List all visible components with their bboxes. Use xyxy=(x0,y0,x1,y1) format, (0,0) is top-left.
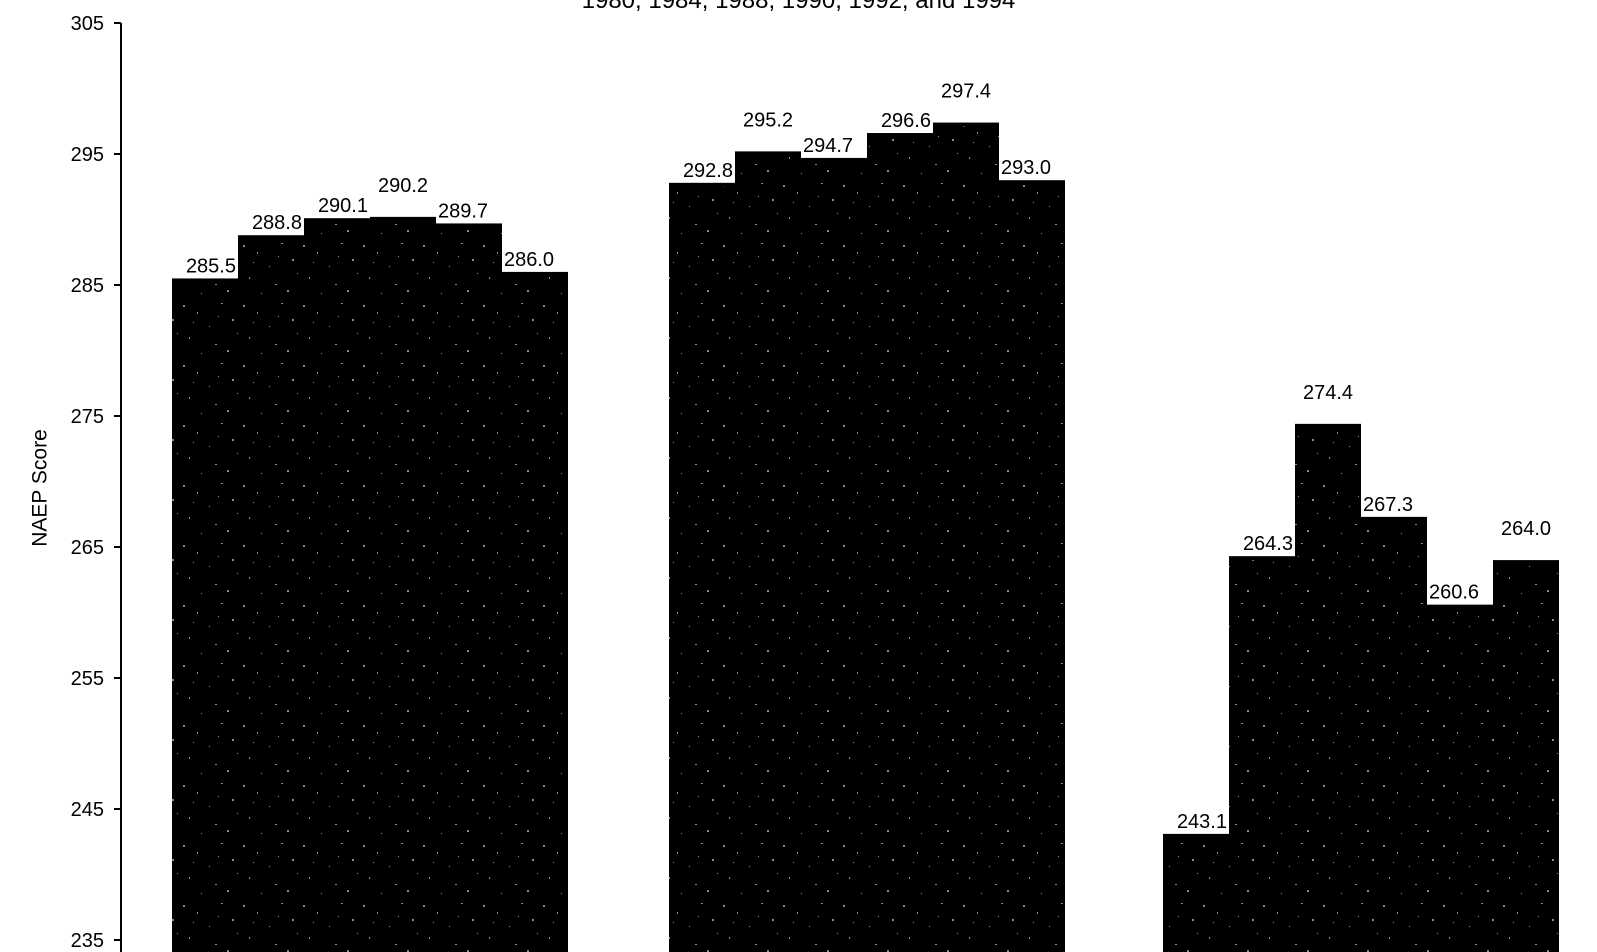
y-axis-label: NAEP Score xyxy=(29,429,52,547)
bar-value-label: 294.7 xyxy=(803,135,853,157)
bar-texture xyxy=(1427,608,1493,952)
bar-texture xyxy=(735,155,801,952)
bar-texture xyxy=(801,161,867,952)
bar-value-label: 292.8 xyxy=(683,160,733,182)
bar-texture xyxy=(436,227,502,952)
bar-texture xyxy=(370,220,436,952)
bar-texture xyxy=(669,186,735,952)
bar-value-label: 290.2 xyxy=(378,175,428,197)
bar-texture xyxy=(502,275,568,952)
bar-value-label: 296.6 xyxy=(881,110,931,132)
y-tick-label: 285 xyxy=(71,275,104,297)
y-tick-label: 265 xyxy=(71,537,104,559)
bar-value-label: 286.0 xyxy=(504,249,554,271)
bar-value-label: 293.0 xyxy=(1001,157,1051,179)
bar-value-label: 260.6 xyxy=(1429,582,1479,604)
y-ticks: 305 295 285 275 265 255 245 235 xyxy=(71,13,121,952)
y-tick-label: 235 xyxy=(71,930,104,952)
y-tick-label: 255 xyxy=(71,668,104,690)
bar-texture xyxy=(1493,564,1559,952)
bar-texture xyxy=(1229,560,1295,952)
bar-value-label: 290.1 xyxy=(318,195,368,217)
y-tick-label: 245 xyxy=(71,799,104,821)
bar-value-label: 285.5 xyxy=(186,255,236,277)
data-labels-layer: 285.5 288.8 290.1 290.2 289.7 286.0 292.8 295.2… xyxy=(186,81,1551,833)
bar-value-label: 267.3 xyxy=(1363,494,1413,516)
bar-value-label: 288.8 xyxy=(252,212,302,234)
y-tick-label: 275 xyxy=(71,406,104,428)
bar-texture xyxy=(933,126,999,952)
y-tick-label: 305 xyxy=(71,13,104,35)
bar-texture xyxy=(999,184,1065,952)
bar-texture xyxy=(1295,427,1361,952)
bar-texture xyxy=(867,137,933,952)
bar-value-label: 264.3 xyxy=(1243,533,1293,555)
bar-texture xyxy=(304,222,370,952)
chart-title: 1980, 1984, 1988, 1990, 1992, and 1994 xyxy=(581,0,1016,14)
bar-texture xyxy=(1163,837,1229,952)
bar-value-label: 295.2 xyxy=(743,109,793,131)
bar-value-label: 297.4 xyxy=(941,81,991,103)
bars-layer xyxy=(172,122,1559,952)
bar-texture xyxy=(238,239,304,952)
y-axis: NAEP Score 305 295 285 275 265 255 245 235 xyxy=(29,13,122,952)
bar-value-label: 243.1 xyxy=(1177,811,1227,833)
bar-value-label: 289.7 xyxy=(438,200,488,222)
bar-texture xyxy=(172,282,238,952)
y-tick-label: 295 xyxy=(71,144,104,166)
bar-texture xyxy=(1361,520,1427,952)
bar-value-label: 264.0 xyxy=(1501,518,1551,540)
bar-value-label: 274.4 xyxy=(1303,382,1353,404)
